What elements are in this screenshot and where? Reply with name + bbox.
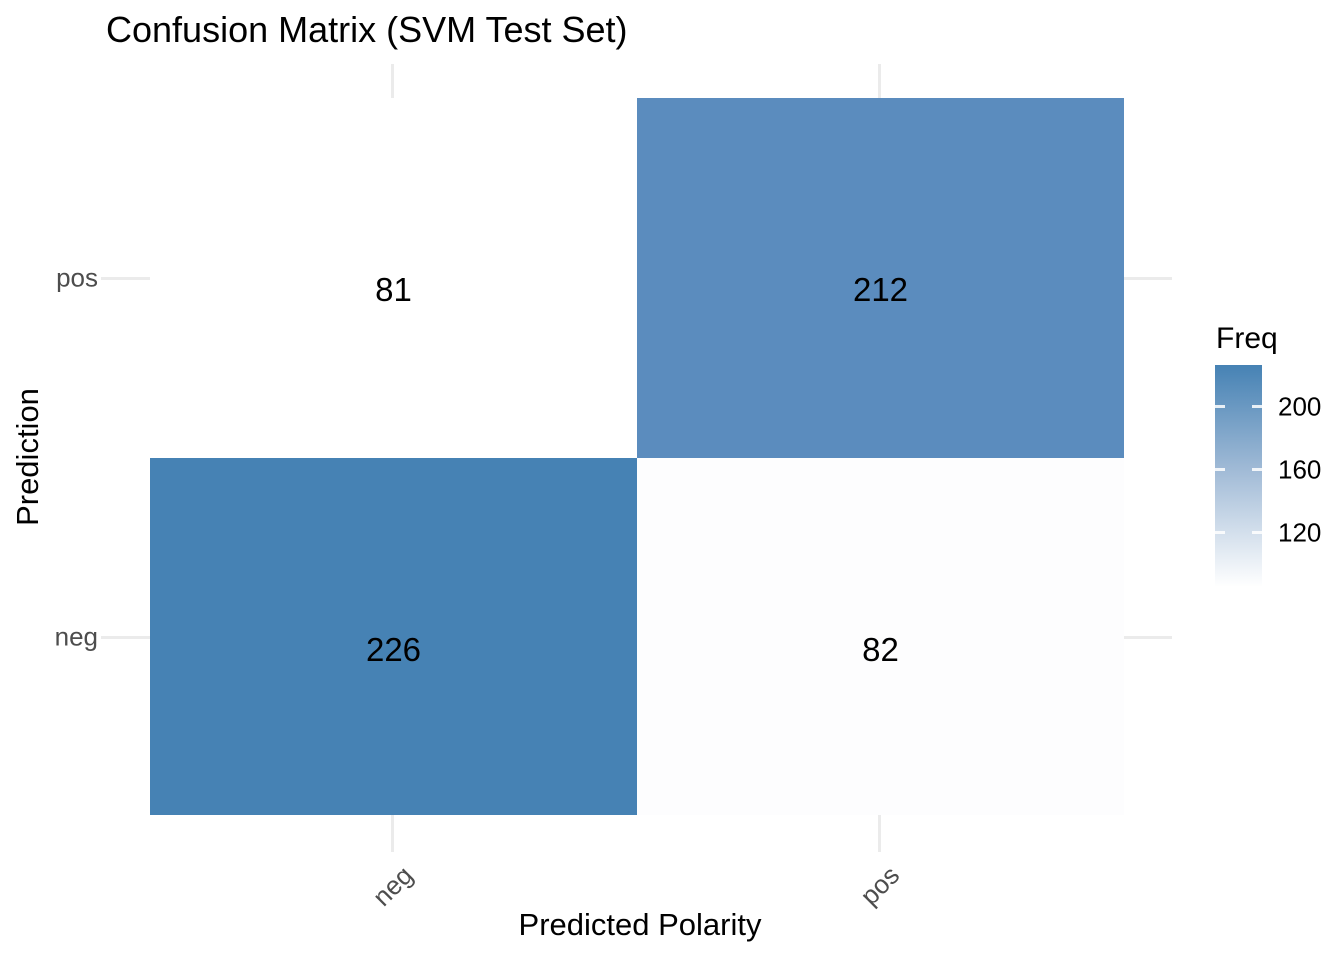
heatmap-cell-neg-neg: 226 <box>150 458 637 815</box>
gridline-stub-right-neg <box>1124 636 1172 639</box>
legend-tick-label-160: 160 <box>1278 454 1322 485</box>
cell-value: 226 <box>365 631 422 668</box>
y-tick-label-neg: neg <box>54 621 98 652</box>
cell-value: 81 <box>375 271 412 308</box>
chart-title: Confusion Matrix (SVM Test Set) <box>106 9 628 50</box>
gridline-stub-top-pos <box>878 64 881 98</box>
legend-tick-label-120: 120 <box>1278 517 1322 548</box>
legend-gradient-bar <box>1215 365 1262 587</box>
legend-tick-mark <box>1252 468 1262 471</box>
legend-tick-mark <box>1215 468 1225 471</box>
heatmap-cell-neg-pos: 82 <box>637 458 1124 815</box>
heatmap-cell-pos-neg: 81 <box>150 98 637 458</box>
heatmap-cell-pos-pos: 212 <box>637 98 1124 458</box>
legend-title: Freq <box>1216 322 1278 355</box>
legend-tick-mark <box>1215 405 1225 408</box>
gridline-stub-right-pos <box>1124 277 1172 280</box>
x-axis-title: Predicted Polarity <box>518 907 762 942</box>
gridline-stub-top-neg <box>391 64 394 98</box>
gridline-stub-left-neg <box>101 636 150 639</box>
x-tick-label-text: pos <box>854 860 906 911</box>
legend-tick-mark <box>1252 405 1262 408</box>
legend-tick-mark <box>1252 531 1262 534</box>
cell-value: 82 <box>862 631 899 668</box>
y-tick-label-pos: pos <box>56 262 98 293</box>
x-tick-label-text: neg <box>366 860 419 912</box>
legend-tick-mark <box>1215 531 1225 534</box>
legend-tick-label-200: 200 <box>1278 391 1322 422</box>
y-axis-title: Prediction <box>10 388 45 526</box>
cell-value: 212 <box>852 271 909 308</box>
gridline-stub-bottom-neg <box>391 815 394 852</box>
gridline-stub-left-pos <box>101 277 150 280</box>
gridline-stub-bottom-pos <box>878 815 881 852</box>
